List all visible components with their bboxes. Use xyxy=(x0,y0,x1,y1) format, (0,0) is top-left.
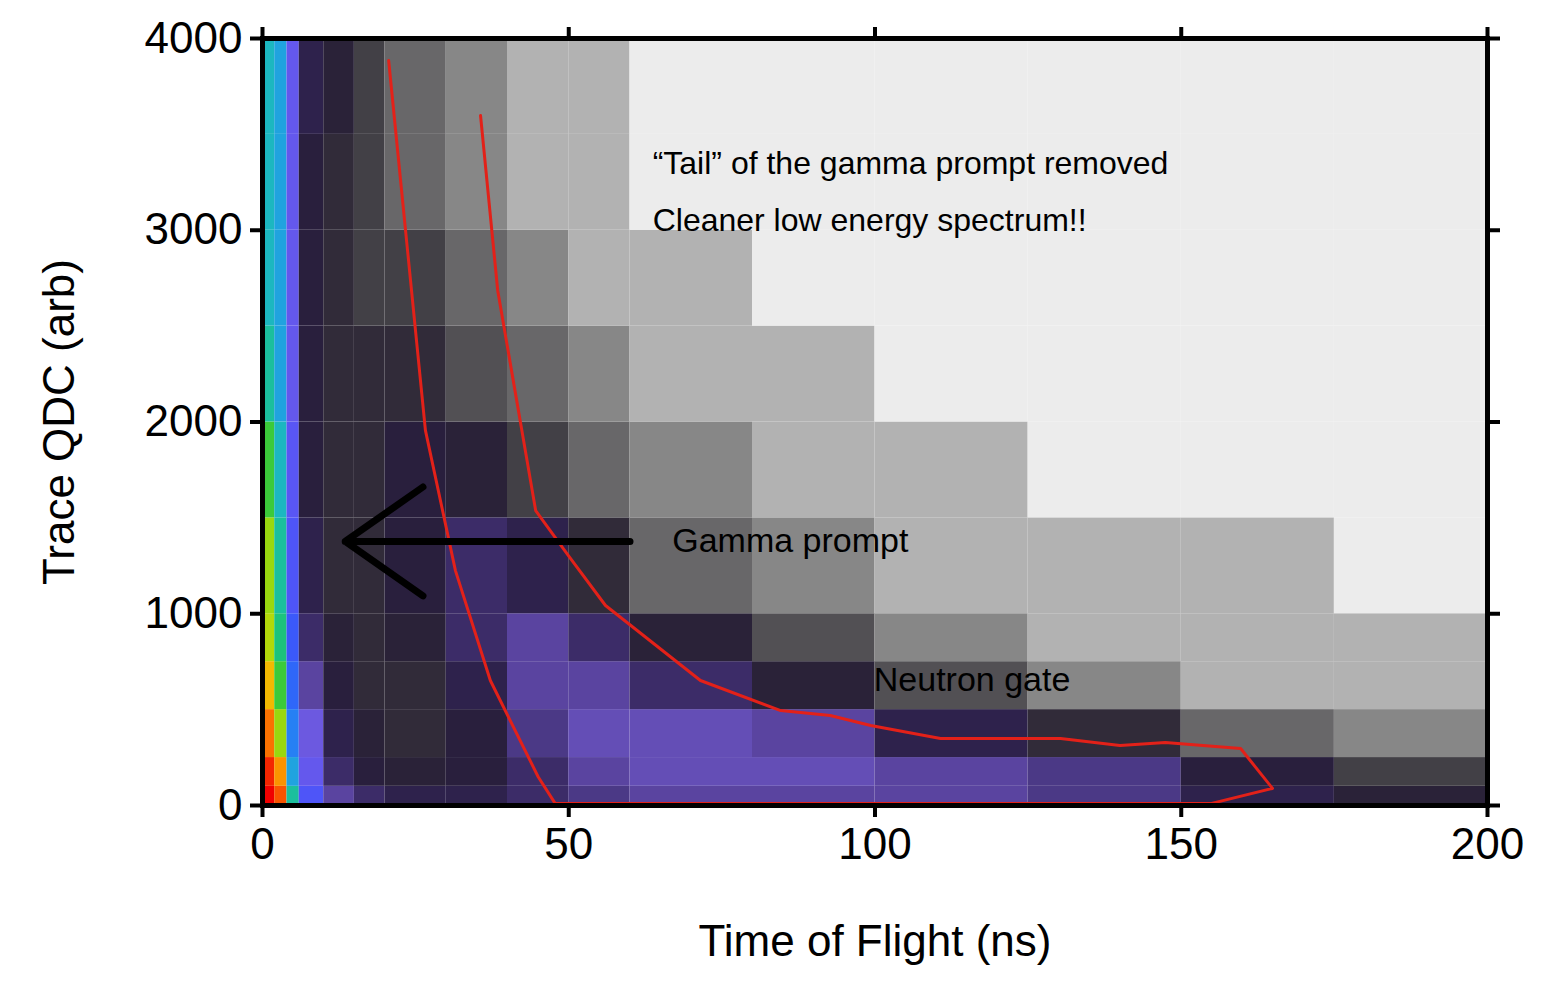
svg-text:Trace QDC (arb): Trace QDC (arb) xyxy=(34,259,83,585)
svg-text:100: 100 xyxy=(838,819,911,868)
svg-text:1000: 1000 xyxy=(145,588,243,637)
svg-text:50: 50 xyxy=(544,819,593,868)
svg-text:Cleaner low energy spectrum!!: Cleaner low energy spectrum!! xyxy=(653,202,1087,238)
svg-text:2000: 2000 xyxy=(145,396,243,445)
svg-text:150: 150 xyxy=(1145,819,1218,868)
svg-text:4000: 4000 xyxy=(145,13,243,62)
svg-text:200: 200 xyxy=(1451,819,1524,868)
svg-text:Gamma prompt: Gamma prompt xyxy=(672,521,909,559)
svg-text:0: 0 xyxy=(250,819,274,868)
svg-text:“Tail” of the gamma prompt rem: “Tail” of the gamma prompt removed xyxy=(653,145,1169,181)
svg-text:3000: 3000 xyxy=(145,204,243,253)
svg-text:0: 0 xyxy=(218,780,242,829)
svg-text:Neutron gate: Neutron gate xyxy=(874,660,1071,698)
svg-text:Time of Flight (ns): Time of Flight (ns) xyxy=(699,916,1052,965)
